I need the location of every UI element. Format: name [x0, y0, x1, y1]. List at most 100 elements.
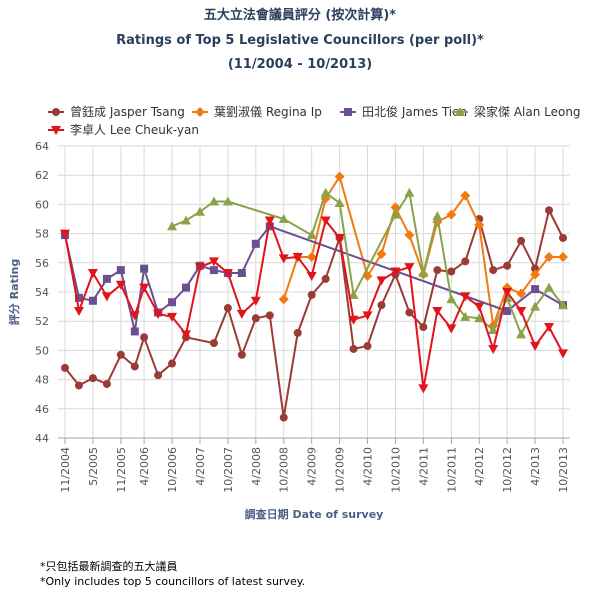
- x-tick-label: 11/2004: [59, 447, 72, 493]
- data-point: [349, 344, 358, 353]
- data-point: [237, 350, 246, 359]
- legend-item[interactable]: 李卓人 Lee Cheuk-yan: [48, 122, 199, 137]
- y-axis-title: 評分 Rating: [7, 259, 21, 325]
- data-point: [251, 314, 260, 323]
- chart-title-en: Ratings of Top 5 Legislative Councillors…: [116, 33, 484, 48]
- data-point: [74, 381, 83, 390]
- y-tick-label: 50: [35, 344, 49, 357]
- data-point: [489, 266, 498, 275]
- data-point: [60, 229, 70, 239]
- data-point: [558, 251, 568, 262]
- series-2: [61, 222, 567, 336]
- legend-item[interactable]: 曾鈺成 Jasper Tsang: [48, 104, 185, 119]
- data-point: [502, 288, 513, 297]
- data-point: [558, 300, 568, 310]
- data-point: [376, 249, 387, 260]
- data-point: [306, 230, 317, 240]
- data-point: [376, 276, 387, 286]
- data-point: [390, 267, 401, 277]
- data-point: [433, 266, 442, 275]
- data-point: [74, 293, 83, 302]
- y-tick-label: 58: [35, 228, 49, 241]
- x-tick-label: 4/2006: [138, 447, 151, 486]
- data-point: [306, 251, 317, 262]
- x-tick-label: 10/2007: [222, 447, 235, 493]
- data-point: [208, 257, 219, 267]
- data-point: [530, 269, 541, 280]
- data-point: [474, 313, 485, 323]
- data-point: [503, 261, 512, 270]
- data-point: [167, 221, 178, 231]
- data-point: [87, 269, 98, 279]
- y-tick-label: 44: [35, 432, 49, 445]
- data-point: [460, 292, 471, 302]
- data-point: [320, 187, 331, 197]
- data-point: [447, 267, 456, 276]
- legend-label: 梁家傑 Alan Leong: [474, 104, 581, 119]
- x-tick-label: 5/2005: [87, 447, 100, 486]
- data-point: [306, 271, 317, 281]
- data-point: [168, 359, 177, 368]
- data-point: [404, 263, 415, 273]
- data-point: [544, 282, 555, 292]
- x-tick-label: 10/2006: [166, 447, 179, 493]
- data-point: [558, 349, 568, 359]
- data-point: [405, 308, 414, 317]
- data-point: [236, 309, 247, 319]
- data-point: [116, 266, 125, 275]
- data-point: [461, 257, 470, 266]
- x-tick-label: 10/2011: [445, 447, 458, 493]
- legend-symbol: [195, 107, 205, 117]
- y-tick-label: 60: [35, 198, 49, 211]
- y-tick-label: 56: [35, 257, 49, 270]
- data-point: [432, 306, 443, 316]
- data-point: [531, 285, 540, 294]
- data-point: [182, 283, 191, 292]
- legend-symbol: [455, 107, 465, 116]
- data-point: [222, 269, 233, 279]
- footnote-zh: *只包括最新調查的五大議員: [40, 560, 178, 573]
- data-point: [488, 344, 499, 354]
- data-point: [363, 342, 372, 351]
- data-point: [488, 324, 499, 334]
- data-point: [320, 216, 331, 226]
- data-point: [530, 301, 541, 311]
- data-point: [404, 230, 415, 241]
- chart-title-zh: 五大立法會議員評分 (按次計算)*: [203, 8, 397, 23]
- data-point: [545, 206, 554, 215]
- data-point: [209, 339, 218, 348]
- x-tick-label: 10/2013: [557, 447, 570, 493]
- data-point: [237, 269, 246, 278]
- data-point: [419, 323, 428, 332]
- data-point: [321, 274, 330, 283]
- data-point: [474, 219, 485, 230]
- footnote-en: *Only includes top 5 councillors of late…: [40, 575, 306, 588]
- series-3: [167, 187, 568, 339]
- legend-item[interactable]: 梁家傑 Alan Leong: [452, 104, 581, 119]
- x-tick-label: 4/2013: [529, 447, 542, 486]
- x-tick-label: 11/2005: [115, 447, 128, 493]
- data-point: [418, 384, 429, 394]
- data-point: [559, 233, 567, 242]
- data-point: [130, 362, 139, 371]
- legend-item[interactable]: 葉劉淑儀 Regina Ip: [192, 104, 322, 119]
- legend-label: 李卓人 Lee Cheuk-yan: [70, 122, 199, 137]
- legend-label: 田北俊 James Tien: [362, 104, 467, 119]
- data-point: [115, 280, 126, 290]
- data-point: [250, 296, 261, 306]
- chart-titles: 五大立法會議員評分 (按次計算)* Ratings of Top 5 Legis…: [0, 6, 600, 76]
- data-point: [348, 315, 359, 325]
- x-tick-label: 4/2008: [250, 447, 263, 486]
- data-point: [154, 371, 163, 380]
- x-axis-title: 調查日期 Date of survey: [245, 507, 384, 521]
- data-point: [194, 263, 205, 273]
- x-tick-label: 10/2012: [501, 447, 514, 493]
- y-tick-label: 52: [35, 315, 49, 328]
- data-point: [251, 239, 260, 248]
- legend-item[interactable]: 田北俊 James Tien: [340, 104, 467, 119]
- data-point: [168, 298, 177, 307]
- data-point: [418, 268, 429, 278]
- data-point: [517, 236, 526, 245]
- data-point: [544, 251, 555, 262]
